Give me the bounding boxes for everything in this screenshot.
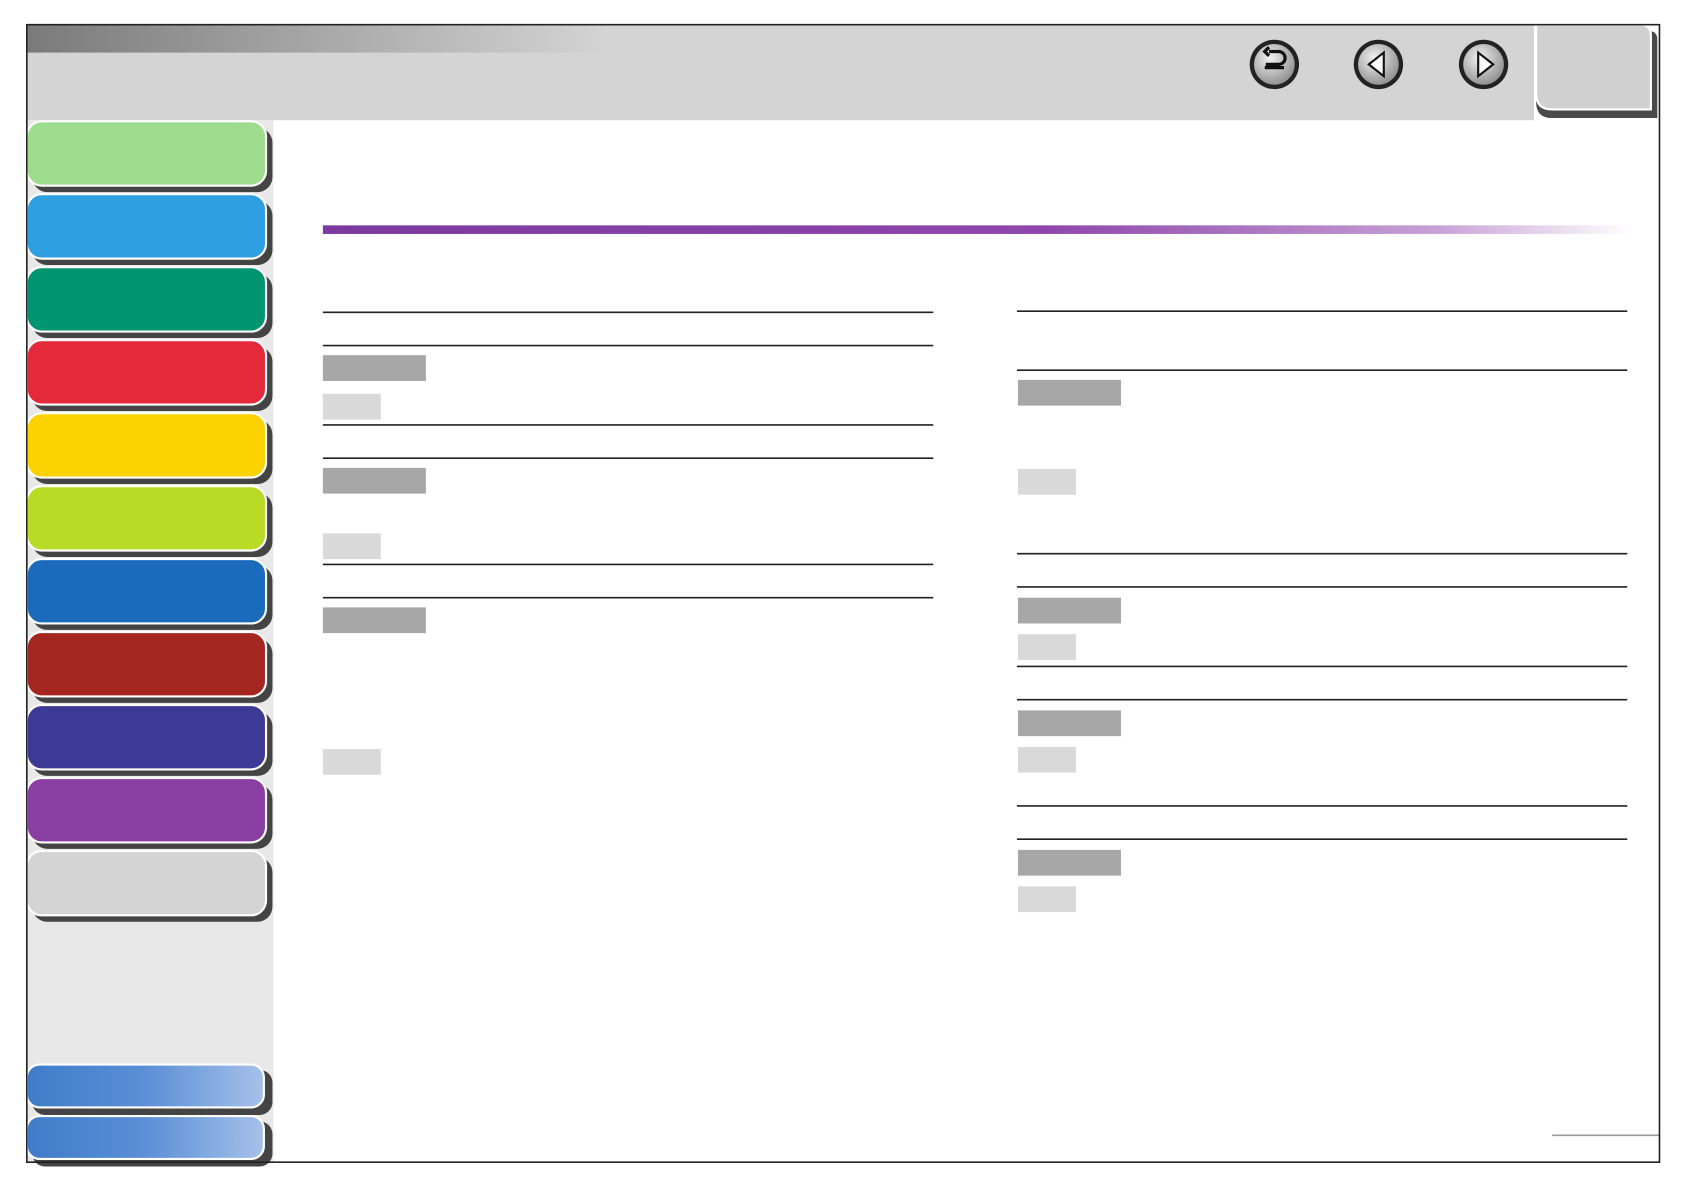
label-chip bbox=[1017, 468, 1076, 495]
label-block bbox=[1017, 379, 1121, 406]
label-chip bbox=[1017, 886, 1076, 913]
label-block bbox=[1017, 710, 1121, 737]
page-frame-bg bbox=[26, 24, 1660, 1163]
section-tab[interactable] bbox=[25, 339, 268, 406]
section-tab[interactable] bbox=[25, 485, 268, 552]
section-tab[interactable] bbox=[25, 412, 268, 479]
label-block bbox=[322, 607, 426, 634]
section-tab[interactable] bbox=[25, 558, 268, 625]
page-frame bbox=[26, 23, 1661, 1163]
label-block bbox=[322, 355, 426, 381]
label-chip bbox=[322, 533, 381, 560]
label-block bbox=[1017, 849, 1121, 876]
section-tab[interactable] bbox=[25, 120, 268, 187]
section-tab[interactable] bbox=[25, 266, 268, 333]
section-tab[interactable] bbox=[25, 193, 268, 260]
section-tab[interactable] bbox=[25, 630, 268, 698]
label-chip bbox=[1017, 634, 1076, 660]
bottom-tab[interactable] bbox=[25, 1114, 265, 1161]
back-button[interactable] bbox=[1249, 39, 1300, 90]
label-block bbox=[1017, 597, 1121, 624]
label-chip bbox=[322, 749, 381, 775]
section-tab[interactable] bbox=[25, 776, 268, 844]
section-tab[interactable] bbox=[25, 849, 268, 917]
label-block bbox=[322, 467, 426, 494]
title-rule bbox=[322, 225, 1632, 234]
previous-button[interactable] bbox=[1353, 39, 1404, 90]
header-gradient bbox=[26, 24, 607, 53]
label-chip bbox=[1017, 746, 1076, 773]
section-tab[interactable] bbox=[25, 703, 268, 771]
page-tab bbox=[1535, 23, 1652, 111]
bottom-tab[interactable] bbox=[25, 1063, 265, 1109]
label-chip bbox=[322, 393, 381, 420]
next-button[interactable] bbox=[1458, 39, 1509, 90]
